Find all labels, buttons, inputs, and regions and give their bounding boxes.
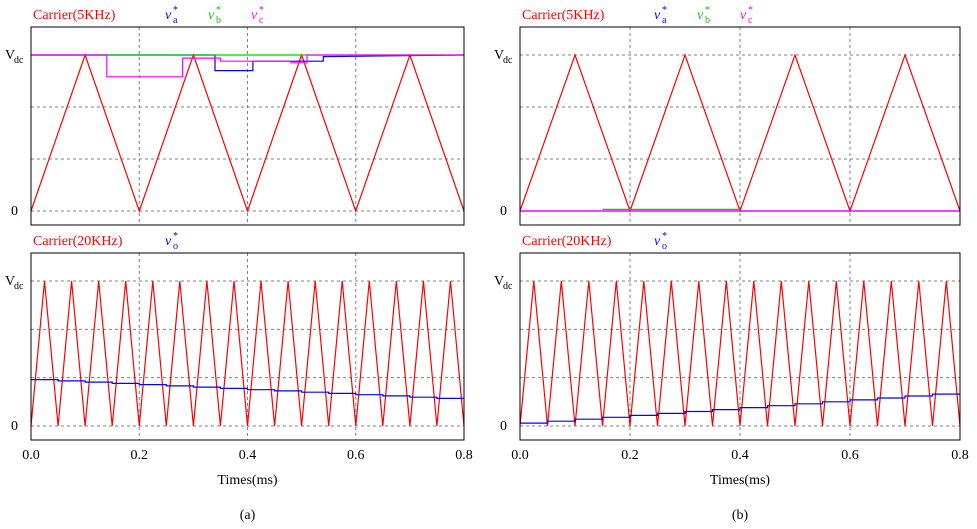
vo-trace [31, 379, 464, 399]
legend-superscript: * [748, 5, 753, 16]
panel-caption: (a) [240, 508, 256, 523]
y-label-vdc: V [5, 274, 15, 289]
y-label-vdc-subscript: dc [14, 55, 24, 66]
legend-superscript: * [173, 5, 178, 16]
y-label-vdc-subscript: dc [503, 281, 513, 292]
x-tick-label: 0.6 [841, 448, 859, 463]
y-label-vdc-subscript: dc [503, 55, 513, 66]
legend-symbol: v [654, 8, 661, 23]
legend-subscript: a [173, 15, 178, 26]
legend-subscript: o [662, 241, 667, 252]
legend-label: Carrier(20KHz) [33, 234, 123, 249]
vc-trace [31, 54, 464, 78]
y-label-zero: 0 [11, 419, 18, 434]
legend-superscript: * [662, 5, 667, 16]
y-label-zero: 0 [500, 419, 507, 434]
legend-label: Carrier(5KHz) [522, 8, 605, 23]
legend-subscript: a [662, 15, 667, 26]
legend-label: Carrier(5KHz) [33, 8, 116, 23]
legend-symbol: v [251, 8, 258, 23]
plot-frame [519, 26, 961, 226]
x-axis-label: Times(ms) [217, 473, 278, 488]
plot-frame [519, 252, 961, 441]
y-label-vdc-subscript: dc [14, 281, 24, 292]
vo-trace [520, 393, 960, 424]
x-tick-label: 0.0 [22, 448, 40, 463]
x-tick-label: 0.2 [621, 448, 639, 463]
panel-a: Carrier(5KHz) v *a v *b v *cVdc0Carrier(20KHz)… [5, 5, 473, 523]
legend-symbol: v [208, 8, 215, 23]
y-label-vdc: V [5, 48, 15, 63]
legend-subscript: o [173, 241, 178, 252]
x-tick-label: 0.2 [131, 448, 149, 463]
y-label-vdc: V [494, 48, 504, 63]
legend-superscript: * [662, 231, 667, 242]
x-tick-label: 0.8 [951, 448, 969, 463]
legend-symbol: v [697, 8, 704, 23]
carrier(20khz)-trace [30, 280, 465, 427]
legend-symbol: v [165, 8, 172, 23]
y-label-vdc: V [494, 274, 504, 289]
legend-superscript: * [705, 5, 710, 16]
legend-symbol: v [654, 234, 661, 249]
x-tick-label: 0.4 [731, 448, 749, 463]
legend-subscript: b [216, 15, 221, 26]
legend-label: Carrier(20KHz) [522, 234, 612, 249]
carrier(5khz)-trace [30, 53, 465, 213]
legend-subscript: c [259, 15, 264, 26]
y-label-zero: 0 [500, 204, 507, 219]
carrier(20khz)-trace [519, 280, 961, 427]
x-tick-label: 0.6 [347, 448, 365, 463]
subplot-bottom: Carrier(20KHz) v *o Vdc 0 [494, 231, 961, 441]
x-axis-label: Times(ms) [710, 473, 771, 488]
x-tick-label: 0.0 [511, 448, 529, 463]
y-label-zero: 0 [11, 204, 18, 219]
panel-caption: (b) [732, 508, 749, 523]
x-tick-label: 0.4 [239, 448, 257, 463]
legend-superscript: * [259, 5, 264, 16]
carrier(5khz)-trace [519, 53, 961, 213]
legend-subscript: c [748, 15, 753, 26]
legend-subscript: b [705, 15, 710, 26]
panel-b: Carrier(5KHz) v *a v *b v *cVdc0Carrier(20KHz)… [494, 5, 969, 523]
plot-frame [30, 252, 465, 441]
legend-symbol: v [740, 8, 747, 23]
subplot-bottom: Carrier(20KHz) v *o Vdc 0 [5, 231, 465, 441]
plot-frame [30, 26, 465, 226]
legend-symbol: v [165, 234, 172, 249]
legend-superscript: * [216, 5, 221, 16]
legend-superscript: * [173, 231, 178, 242]
x-tick-label: 0.8 [455, 448, 473, 463]
